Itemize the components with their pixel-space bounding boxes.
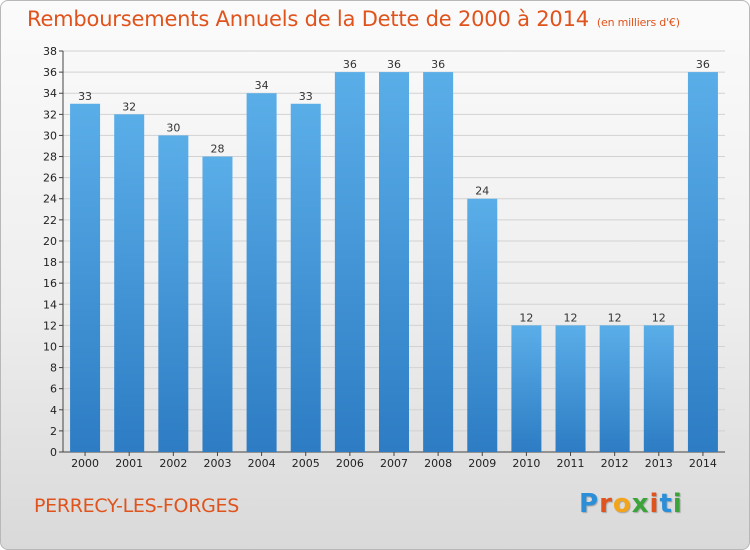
proxiti-logo[interactable]: Proxiti [579,489,683,519]
x-tick-label: 2009 [468,457,496,470]
data-label: 36 [431,58,445,71]
x-tick-label: 2003 [203,457,231,470]
data-label: 36 [696,58,710,71]
data-label: 34 [255,79,269,92]
logo-letter: o [612,489,632,519]
x-tick-label: 2001 [115,457,143,470]
y-tick-label: 0 [50,446,57,459]
bar [511,325,542,452]
y-tick-label: 36 [43,66,57,79]
y-tick-label: 34 [43,87,57,100]
bar [599,325,630,452]
x-tick-label: 2006 [336,457,364,470]
y-tick-label: 38 [43,45,57,58]
chart-title: Remboursements Annuels de la Dette de 20… [27,7,680,31]
bar [643,325,674,452]
data-label: 12 [564,311,578,324]
bar [158,135,189,452]
y-tick-label: 4 [50,404,57,417]
data-label: 24 [475,185,489,198]
y-tick-label: 10 [43,340,57,353]
x-tick-label: 2013 [645,457,673,470]
y-tick-label: 8 [50,362,57,375]
logo-letter: x [631,489,650,519]
x-tick-label: 2000 [71,457,99,470]
bar [246,93,277,453]
data-label: 12 [652,311,666,324]
y-tick-label: 14 [43,298,57,311]
bar [423,72,454,453]
x-tick-label: 2005 [292,457,320,470]
y-tick-label: 12 [43,319,57,332]
bar [290,103,321,453]
y-tick-label: 18 [43,256,57,269]
x-tick-label: 2007 [380,457,408,470]
y-tick-label: 26 [43,172,57,185]
y-tick-label: 28 [43,151,57,164]
x-tick-label: 2012 [601,457,629,470]
data-label: 36 [387,58,401,71]
data-label: 32 [122,100,136,113]
data-label: 30 [166,121,180,134]
data-labels: 33 32 30 28 34 33 36 36 36 24 12 12 12 12 36 [78,58,710,324]
chart-unit: (en milliers d'€) [596,16,680,29]
y-tick-label: 16 [43,277,57,290]
y-tick-label: 32 [43,108,57,121]
bar [467,198,498,452]
bar [114,114,145,452]
bar [555,325,586,452]
x-tick-label: 2014 [689,457,717,470]
bar [379,72,409,453]
bars [70,72,718,453]
x-tick-label: 2011 [557,457,585,470]
logo-letter: i [672,489,683,519]
data-label: 33 [78,90,92,103]
data-label: 12 [519,311,533,324]
bar [334,72,365,453]
x-tick-label: 2002 [159,457,187,470]
y-tick-label: 2 [50,425,57,438]
x-tick-label: 2004 [248,457,276,470]
bar [687,72,718,453]
x-tick-label: 2010 [512,457,540,470]
y-tick-label: 22 [43,214,57,227]
logo-letter: P [579,489,600,519]
x-tick-label: 2008 [424,457,452,470]
commune-name: PERRECY-LES-FORGES [34,495,239,517]
y-tick-label: 20 [43,235,57,248]
chart-title-text: Remboursements Annuels de la Dette de 20… [27,7,589,31]
data-label: 12 [608,311,622,324]
y-tick-label: 24 [43,193,57,206]
y-tick-label: 30 [43,129,57,142]
logo-letter: t [659,489,673,519]
logo-letter: r [599,489,613,519]
y-tick-label: 6 [50,383,57,396]
bar [202,156,233,453]
data-label: 28 [210,143,224,156]
bar [70,103,101,453]
data-label: 33 [299,90,313,103]
data-label: 36 [343,58,357,71]
logo-letter: i [649,489,660,519]
